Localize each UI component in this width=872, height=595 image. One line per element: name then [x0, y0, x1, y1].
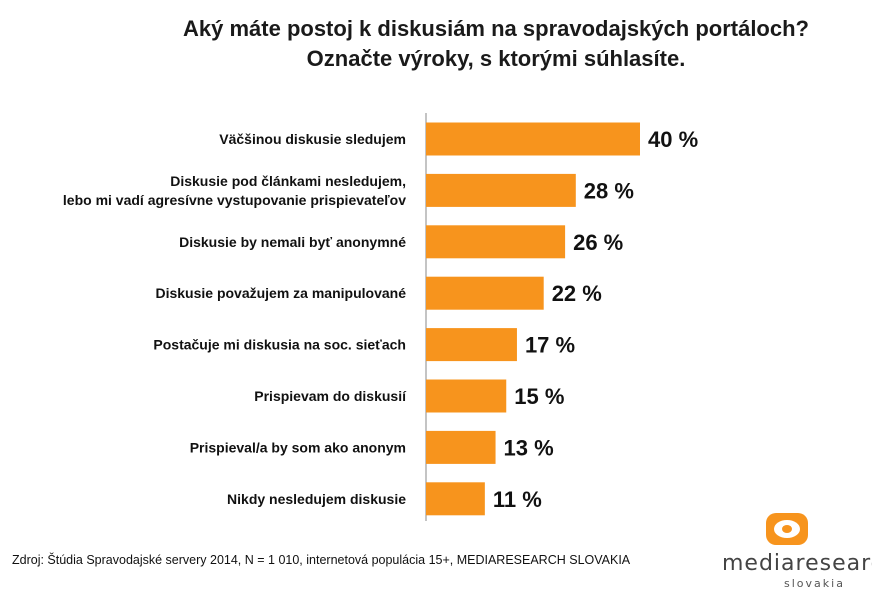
category-label-3: Diskusie považujem za manipulované	[155, 285, 406, 301]
category-label-5: Prispievam do diskusií	[254, 388, 407, 404]
value-label-7: 11 %	[493, 487, 542, 512]
value-label-1: 28 %	[584, 178, 634, 203]
category-label-7: Nikdy nesledujem diskusie	[227, 491, 406, 507]
category-label-4: Postačuje mi diskusia na soc. sieťach	[153, 337, 406, 353]
chart-title-line-1: Aký máte postoj k diskusiám na spravodaj…	[183, 16, 809, 41]
category-label-1-line-1: lebo mi vadí agresívne vystupovanie pris…	[63, 192, 406, 208]
bar-0	[426, 122, 640, 156]
value-label-5: 15 %	[514, 384, 564, 409]
value-label-2: 26 %	[573, 230, 623, 255]
logo-eye-icon	[766, 513, 808, 545]
category-label-1-line-0: Diskusie pod článkami nesledujem,	[170, 173, 406, 189]
value-label-4: 17 %	[525, 333, 575, 358]
bar-2	[426, 225, 566, 259]
mediaresearch-logo: mediaresearch slovakia	[700, 505, 872, 590]
category-label-0: Väčšinou diskusie sledujem	[219, 131, 406, 147]
logo-text: mediaresearch	[722, 551, 872, 576]
logo-subtext: slovakia	[784, 577, 845, 590]
source-note: Zdroj: Štúdia Spravodajské servery 2014,…	[12, 553, 631, 567]
chart-title: Aký máte postoj k diskusiám na spravodaj…	[0, 14, 872, 74]
bar-5	[426, 379, 507, 413]
bar-7	[426, 482, 485, 516]
bar-4	[426, 328, 517, 362]
value-label-3: 22 %	[552, 281, 602, 306]
chart-title-line-2: Označte výroky, s ktorými súhlasíte.	[306, 46, 686, 71]
category-label-6: Prispieval/a by som ako anonym	[190, 439, 406, 455]
bar-6	[426, 430, 496, 464]
value-label-6: 13 %	[504, 435, 554, 460]
bar-3	[426, 276, 544, 310]
bar-1	[426, 173, 576, 207]
value-label-0: 40 %	[648, 127, 698, 152]
category-label-2: Diskusie by nemali byť anonymné	[179, 234, 406, 250]
